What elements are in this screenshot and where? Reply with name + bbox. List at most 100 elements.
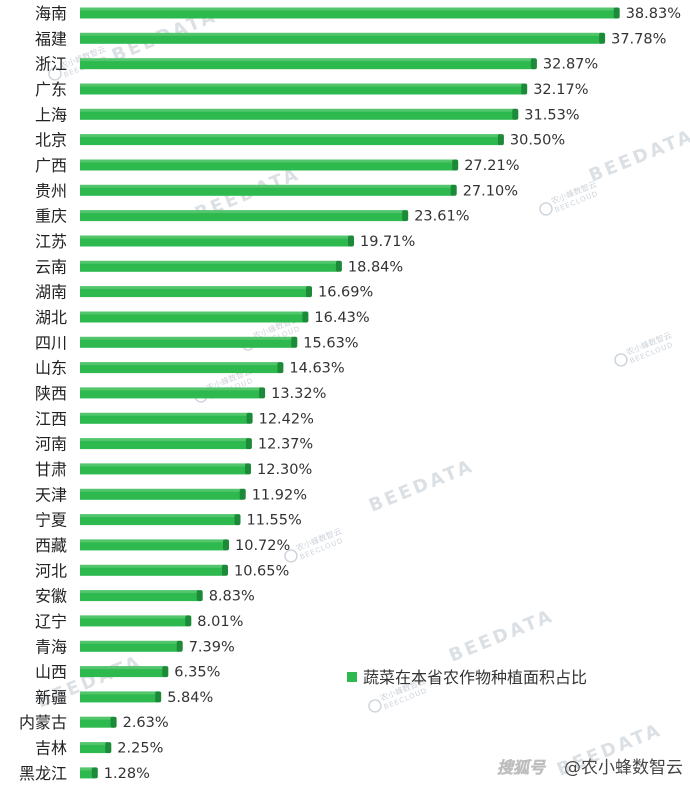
bar-row: 陕西 13.32% bbox=[35, 384, 326, 403]
bar-highlight bbox=[80, 362, 280, 366]
bar-row: 河南 12.37% bbox=[35, 435, 313, 454]
value-label: 38.83% bbox=[626, 6, 681, 22]
value-label: 32.87% bbox=[543, 57, 598, 73]
value-label: 7.39% bbox=[189, 639, 235, 655]
bar-row: 上海 31.53% bbox=[35, 105, 580, 124]
bar-highlight bbox=[80, 640, 179, 644]
bar-row: 贵州 27.10% bbox=[35, 181, 518, 200]
bar bbox=[80, 564, 224, 576]
category-label: 江西 bbox=[35, 409, 67, 428]
value-label: 8.83% bbox=[209, 589, 255, 605]
bar-row: 吉林 2.25% bbox=[35, 739, 163, 758]
bar-highlight bbox=[80, 412, 249, 416]
bar-end-cap bbox=[450, 184, 457, 196]
bar-row: 广西 27.21% bbox=[35, 156, 520, 175]
value-label: 11.92% bbox=[252, 487, 307, 503]
bar-end-cap bbox=[348, 235, 354, 247]
bar-highlight bbox=[80, 83, 524, 87]
bar-end-cap bbox=[245, 438, 252, 450]
value-label: 16.43% bbox=[314, 310, 369, 326]
bar bbox=[80, 260, 338, 272]
bar-row: 河北 10.65% bbox=[35, 561, 289, 580]
bar-row: 山西 6.35% bbox=[35, 663, 220, 682]
category-label: 浙江 bbox=[35, 55, 67, 74]
category-label: 山东 bbox=[35, 359, 67, 378]
bar-end-cap bbox=[234, 514, 241, 526]
bar-end-cap bbox=[155, 691, 162, 703]
bar-row: 山东 14.63% bbox=[35, 359, 345, 378]
value-label: 19.71% bbox=[360, 234, 415, 250]
watermark-brand-text: BEEDATA bbox=[366, 455, 477, 516]
category-label: 青海 bbox=[35, 637, 67, 656]
bar-end-cap bbox=[185, 615, 192, 627]
bar-row: 黑龙江 1.28% bbox=[19, 764, 150, 783]
legend-swatch bbox=[347, 672, 357, 682]
category-label: 重庆 bbox=[35, 207, 67, 226]
category-label: 吉林 bbox=[35, 739, 67, 758]
bar bbox=[80, 83, 524, 95]
bar bbox=[80, 412, 249, 424]
bar bbox=[80, 134, 500, 146]
bar-end-cap bbox=[291, 336, 298, 348]
bar bbox=[80, 514, 237, 526]
bar bbox=[80, 488, 242, 500]
category-label: 甘肃 bbox=[35, 460, 67, 479]
bar-highlight bbox=[80, 767, 94, 771]
bar-row: 天津 11.92% bbox=[35, 485, 307, 504]
category-label: 江苏 bbox=[35, 232, 67, 251]
value-label: 2.25% bbox=[117, 741, 163, 757]
value-label: 14.63% bbox=[289, 361, 344, 377]
bar-row: 西藏 10.72% bbox=[35, 536, 290, 555]
category-label: 天津 bbox=[35, 485, 67, 504]
footer-account: @农小蜂数智云 bbox=[564, 758, 683, 778]
value-label: 12.42% bbox=[259, 411, 314, 427]
category-label: 西藏 bbox=[35, 536, 67, 555]
bar-highlight bbox=[80, 184, 453, 188]
value-label: 12.37% bbox=[258, 437, 313, 453]
bar-end-cap bbox=[239, 488, 246, 500]
value-label: 18.84% bbox=[348, 259, 403, 275]
bar-end-cap bbox=[335, 260, 342, 272]
bar-row: 宁夏 11.55% bbox=[35, 511, 302, 530]
bar-highlight bbox=[80, 666, 165, 670]
bar-highlight bbox=[80, 7, 616, 11]
bar-highlight bbox=[80, 286, 308, 290]
bar-row: 云南 18.84% bbox=[35, 257, 403, 276]
category-label: 辽宁 bbox=[35, 612, 67, 631]
bar bbox=[80, 590, 199, 602]
bar-end-cap bbox=[246, 412, 253, 424]
bar-highlight bbox=[80, 438, 248, 442]
bar bbox=[80, 159, 455, 171]
bar-end-cap bbox=[91, 767, 98, 779]
bar-row: 内蒙古 2.63% bbox=[19, 713, 169, 732]
value-label: 6.35% bbox=[174, 665, 220, 681]
bar bbox=[80, 640, 179, 652]
bar-highlight bbox=[80, 260, 338, 264]
category-label: 内蒙古 bbox=[19, 713, 67, 732]
bar bbox=[80, 32, 602, 44]
bar bbox=[80, 184, 453, 196]
bar-highlight bbox=[80, 488, 242, 492]
category-label: 山西 bbox=[35, 663, 67, 682]
legend-label: 蔬菜在本省农作物种植面积占比 bbox=[363, 668, 587, 687]
bar bbox=[80, 767, 94, 779]
value-label: 2.63% bbox=[123, 715, 169, 731]
category-label: 贵州 bbox=[35, 181, 67, 200]
bar-row: 浙江 32.87% bbox=[35, 55, 598, 74]
value-label: 27.21% bbox=[464, 158, 519, 174]
bar bbox=[80, 311, 305, 323]
bar-highlight bbox=[80, 58, 533, 62]
bar-highlight bbox=[80, 387, 262, 391]
value-label: 10.65% bbox=[234, 563, 289, 579]
bar-highlight bbox=[80, 159, 455, 163]
bar-end-cap bbox=[277, 362, 284, 374]
bar-highlight bbox=[80, 742, 108, 746]
category-label: 四川 bbox=[35, 333, 67, 352]
bar-row: 江苏 19.71% bbox=[35, 232, 415, 251]
bar-end-cap bbox=[302, 311, 309, 323]
bar-highlight bbox=[80, 615, 188, 619]
value-label: 16.69% bbox=[318, 285, 373, 301]
bar-row: 北京 30.50% bbox=[35, 131, 565, 150]
bar-row: 新疆 5.84% bbox=[35, 688, 213, 707]
